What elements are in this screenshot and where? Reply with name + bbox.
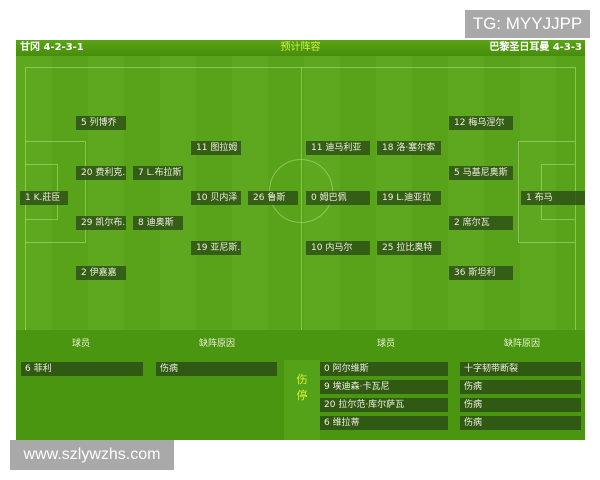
home-penalty-box <box>25 141 86 243</box>
injury-label-text: 伤停 <box>296 373 308 402</box>
away-player[interactable]: 2 席尔瓦 <box>449 216 513 230</box>
home-player[interactable]: 26 鲁斯 <box>248 191 298 205</box>
home-player-gk[interactable]: 1 K.莊臣 <box>20 191 68 205</box>
away-absent-player: 20 拉尔范·库尔萨瓦 <box>320 398 448 412</box>
away-team-formation: 巴黎圣日耳曼 4-3-3 <box>489 42 582 53</box>
away-absent-player: 9 埃迪森·卡瓦尼 <box>320 380 448 394</box>
absent-players-section: 球员 缺阵原因 球员 缺阵原因 伤停 6 菲利 伤病 0 阿尔维斯 十字韧带断裂… <box>16 330 585 440</box>
lineup-board: 甘冈 4-2-3-1 预计阵容 巴黎圣日耳曼 4-3-3 1 K.莊臣 5 列博… <box>16 40 585 440</box>
away-player[interactable]: 19 L.迪亚拉 <box>377 191 441 205</box>
home-absent-player: 6 菲利 <box>21 362 143 376</box>
away-absent-reason: 伤病 <box>460 416 581 430</box>
home-player[interactable]: 2 伊嘉嘉 <box>76 266 126 280</box>
pitch <box>16 56 585 339</box>
away-col-reason: 缺阵原因 <box>504 339 541 349</box>
home-player[interactable]: 7 L.布拉斯 <box>133 166 183 180</box>
away-player[interactable]: 10 内马尔 <box>306 241 370 255</box>
home-team-formation: 甘冈 4-2-3-1 <box>20 42 84 53</box>
watermark-top: TG: MYYJJPP <box>465 10 590 38</box>
away-player[interactable]: 11 迪马利亚 <box>306 141 370 155</box>
away-player[interactable]: 25 拉比奥特 <box>377 241 441 255</box>
lineup-title: 预计阵容 <box>280 42 321 53</box>
away-absent-player: 6 维拉蒂 <box>320 416 448 430</box>
away-player[interactable]: 18 洛·塞尔索 <box>377 141 441 155</box>
home-col-player: 球员 <box>72 339 91 349</box>
away-player[interactable]: 36 斯坦利 <box>449 266 513 280</box>
home-player[interactable]: 29 凯尔布.. <box>76 216 126 230</box>
away-absent-reason: 十字韧带断裂 <box>460 362 581 376</box>
home-col-reason: 缺阵原因 <box>199 339 236 349</box>
away-absent-player: 0 阿尔维斯 <box>320 362 448 376</box>
home-player[interactable]: 20 费利克.. <box>76 166 126 180</box>
away-absent-reason: 伤病 <box>460 398 581 412</box>
injury-label: 伤停 <box>284 360 320 440</box>
away-col-player: 球员 <box>377 339 396 349</box>
home-absent-reason: 伤病 <box>156 362 277 376</box>
watermark-bottom: www.szlywzhs.com <box>10 440 174 470</box>
away-absent-reason: 伤病 <box>460 380 581 394</box>
header-bar: 甘冈 4-2-3-1 预计阵容 巴黎圣日耳曼 4-3-3 <box>16 40 585 56</box>
home-player[interactable]: 11 图拉姆 <box>191 141 241 155</box>
away-player[interactable]: 12 梅乌涅尔 <box>449 116 513 130</box>
home-player[interactable]: 19 亚尼斯.. <box>191 241 241 255</box>
home-player[interactable]: 8 迪奥斯 <box>133 216 183 230</box>
home-player[interactable]: 10 贝内泽 <box>191 191 241 205</box>
home-player[interactable]: 5 列博乔 <box>76 116 126 130</box>
away-player[interactable]: 5 马基尼奥斯 <box>449 166 513 180</box>
away-player-gk[interactable]: 1 布马 <box>521 191 585 205</box>
away-player[interactable]: 0 姆巴佩 <box>306 191 370 205</box>
away-penalty-box <box>518 141 575 243</box>
